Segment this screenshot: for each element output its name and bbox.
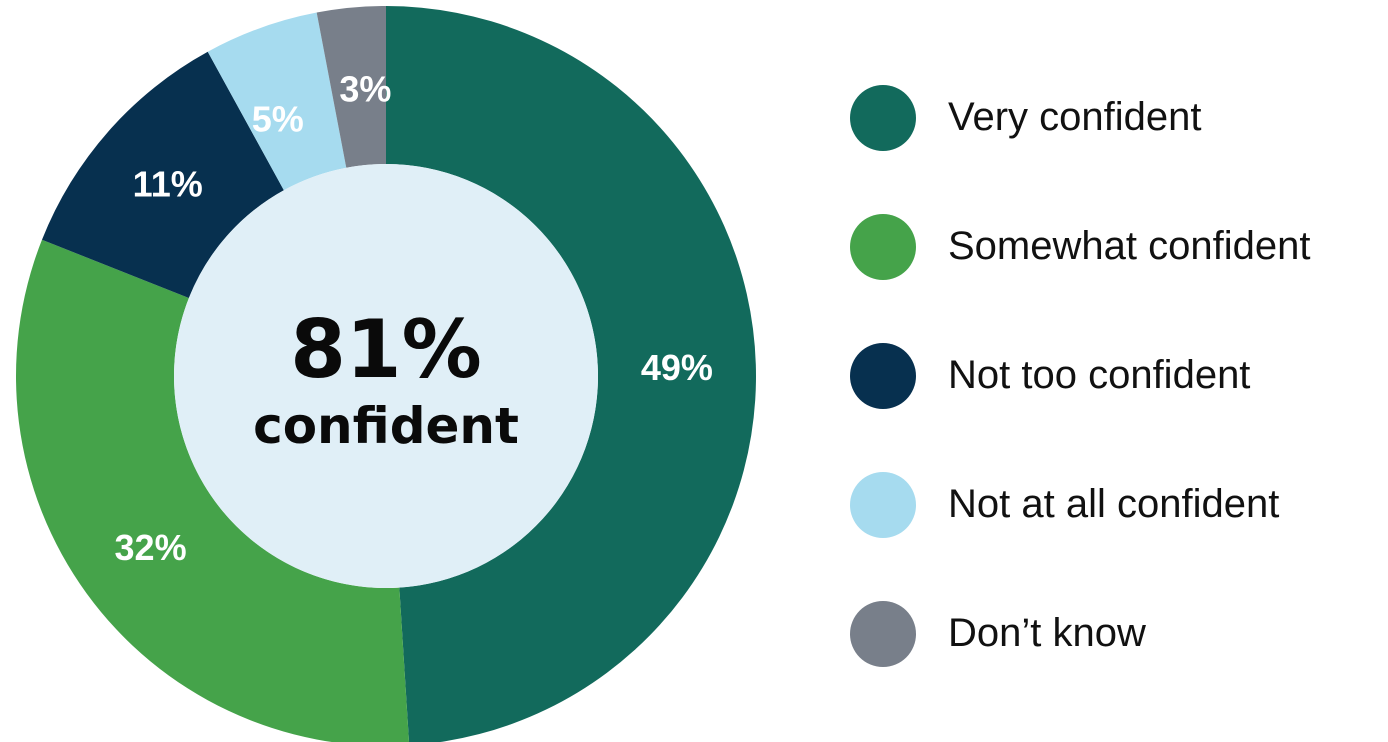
legend-label: Not too confident <box>948 353 1251 397</box>
center-label: confident <box>253 397 519 455</box>
legend-label: Don’t know <box>948 611 1146 655</box>
donut-center-disc <box>174 164 598 588</box>
legend-swatch <box>850 471 916 538</box>
slice-labels: 49% 32% 11% 5% 3% <box>115 69 713 568</box>
legend-item-somewhat-confident: Somewhat confident <box>850 213 1380 280</box>
legend-label: Somewhat confident <box>948 224 1311 268</box>
slice-value-label: 3% <box>339 69 391 110</box>
legend: Very confident Somewhat confident Not to… <box>850 84 1380 730</box>
donut-slice-3 <box>207 12 347 191</box>
legend-item-not-too-confident: Not too confident <box>850 342 1380 409</box>
legend-swatch <box>850 600 916 667</box>
donut-slices <box>16 6 756 742</box>
legend-item-not-at-all-confident: Not at all confident <box>850 471 1380 538</box>
legend-swatch <box>850 84 916 151</box>
center-value: 81% <box>290 303 481 396</box>
donut-slice-2 <box>41 51 284 298</box>
slice-value-label: 11% <box>133 164 203 205</box>
legend-swatch <box>850 213 916 280</box>
donut-slice-1 <box>16 239 410 742</box>
slice-value-label: 49% <box>641 347 713 388</box>
legend-swatch <box>850 342 916 409</box>
legend-label: Not at all confident <box>948 482 1280 526</box>
legend-label: Very confident <box>948 95 1202 139</box>
slice-value-label: 32% <box>115 527 187 568</box>
legend-item-dont-know: Don’t know <box>850 600 1380 667</box>
donut-slice-4 <box>316 6 386 168</box>
legend-item-very-confident: Very confident <box>850 84 1380 151</box>
slice-value-label: 5% <box>252 98 304 139</box>
donut-slice-0 <box>386 6 756 742</box>
